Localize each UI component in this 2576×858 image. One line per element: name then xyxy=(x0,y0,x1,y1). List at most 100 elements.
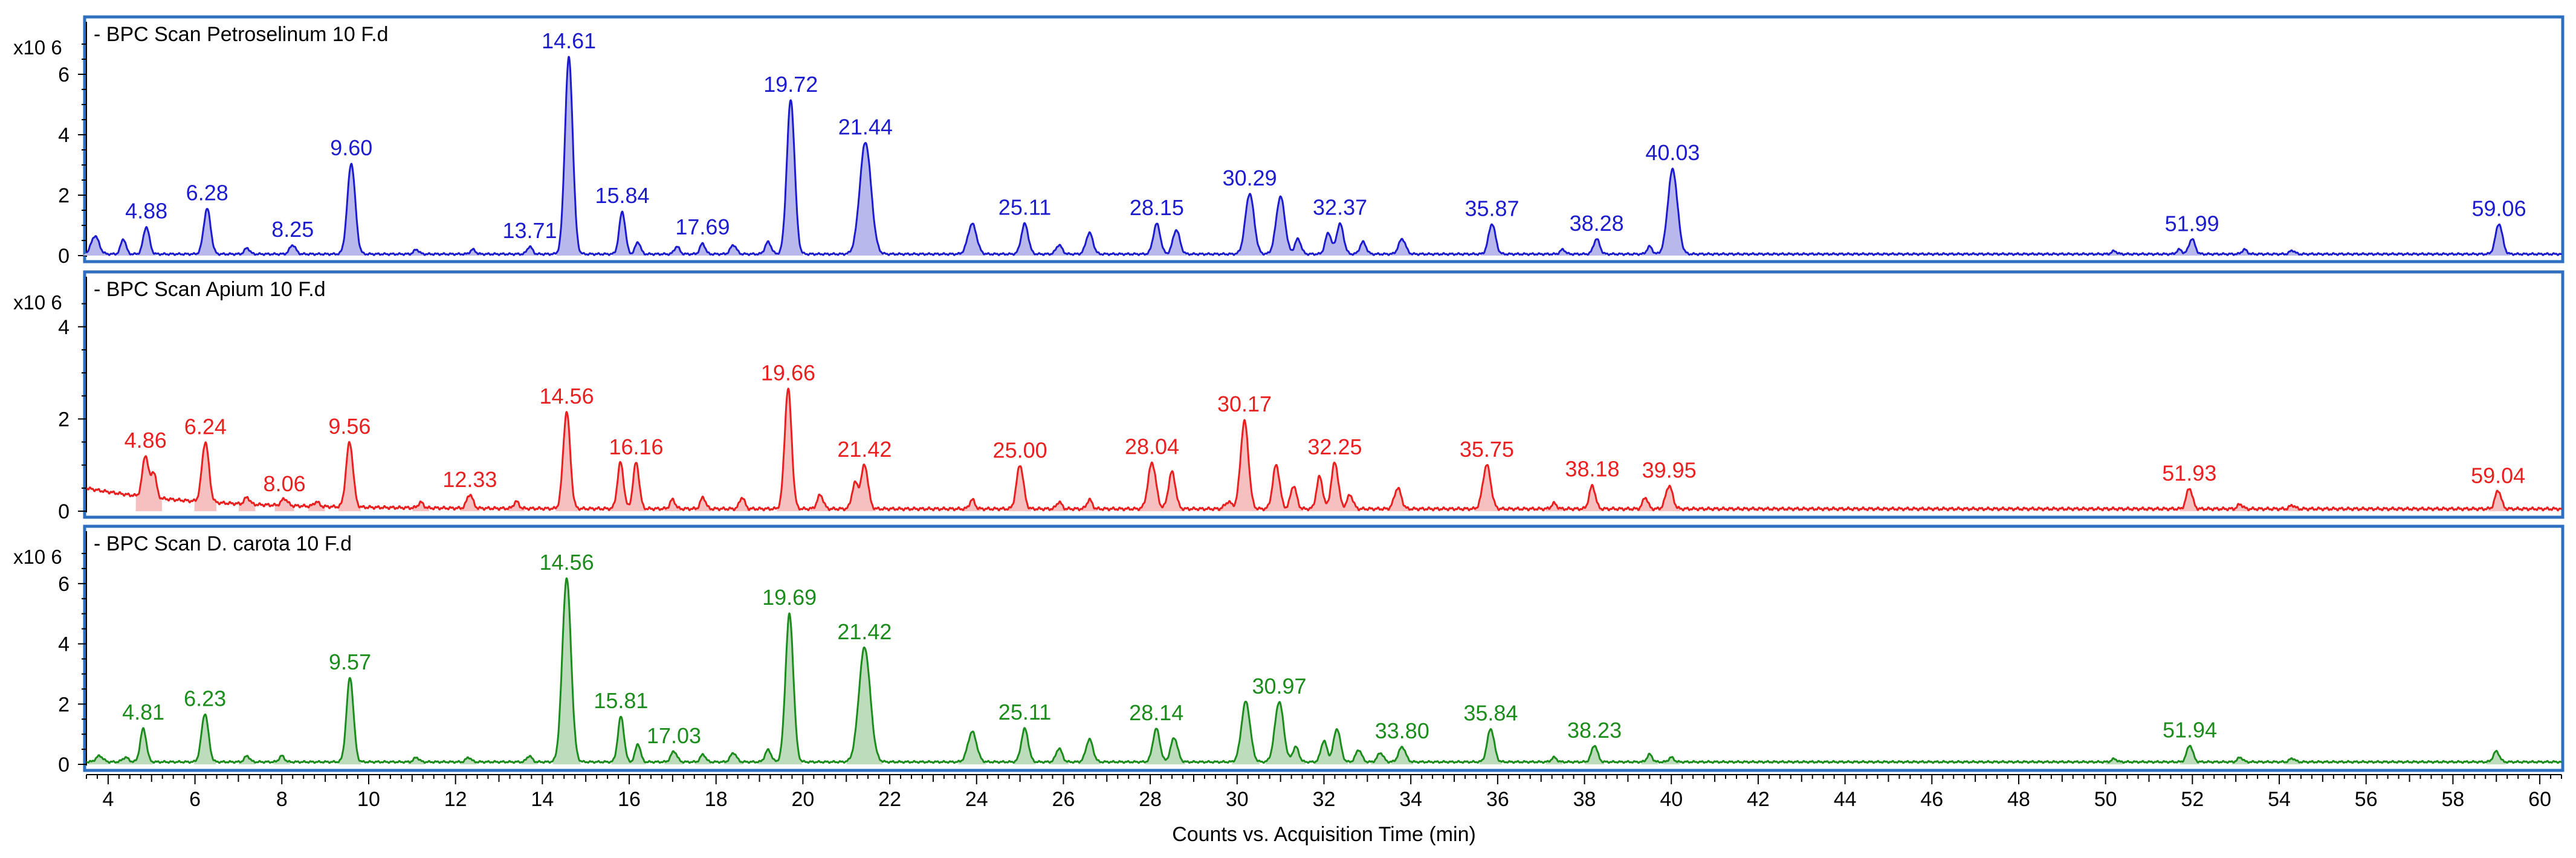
peak-area xyxy=(1288,238,1308,256)
peak-area xyxy=(2231,503,2249,511)
peak-area xyxy=(758,749,778,764)
y-tick-label: 4 xyxy=(58,124,70,147)
peak-label: 17.03 xyxy=(647,723,701,748)
y-tick-label: 2 xyxy=(58,693,70,716)
peak-label: 19.72 xyxy=(763,72,818,97)
y-multiplier-label: x10 6 xyxy=(13,291,62,314)
peak-label: 6.28 xyxy=(186,181,228,205)
x-tick-label: 56 xyxy=(2355,788,2378,811)
peak-label: 30.17 xyxy=(1217,392,1272,416)
peak-area xyxy=(734,497,751,511)
peak-label: 28.14 xyxy=(1129,700,1183,725)
peak-label: 14.56 xyxy=(540,384,594,408)
peak-area xyxy=(1663,756,1680,764)
x-tick-label: 48 xyxy=(2007,788,2030,811)
peak-area xyxy=(308,502,325,511)
peak-label: 59.06 xyxy=(2472,196,2526,221)
panel-2: x10 6 0 2 4 - BPC Scan Apium 10 F.d 4.86 6.24 8… xyxy=(13,270,2565,523)
peak-area xyxy=(273,755,291,764)
peak-area xyxy=(194,442,217,511)
x-tick-label: 34 xyxy=(1399,788,1422,811)
panel-3: x10 6 0 2 4 6 - BPC Scan D. carota 10 F.d 4.81… xyxy=(13,524,2565,776)
peak-label: 25.11 xyxy=(998,195,1051,219)
peak-area xyxy=(1370,753,1390,764)
series-title: - BPC Scan D. carota 10 F.d xyxy=(94,532,352,555)
peak-label: 17.69 xyxy=(675,214,730,239)
peak-label: 14.61 xyxy=(542,28,596,53)
x-tick-label: 28 xyxy=(1139,788,1162,811)
peak-label: 15.84 xyxy=(595,183,649,208)
peak-label: 33.80 xyxy=(1375,718,1429,743)
peak-area xyxy=(1391,746,1414,764)
x-axis: 4 6 8 10 12 14 16 18 20 22 24 26 28 30 32 34 36 38 40 42 44 4… xyxy=(86,774,2562,846)
peak-label: 32.37 xyxy=(1313,195,1367,219)
peak-label: 16.16 xyxy=(609,434,663,459)
peak-area xyxy=(2283,505,2301,511)
x-tick-label: 18 xyxy=(705,788,728,811)
peak-area xyxy=(2231,757,2249,764)
x-tick-label: 8 xyxy=(276,788,288,811)
peak-label: 21.42 xyxy=(837,437,892,462)
peak-label: 51.93 xyxy=(2162,461,2216,486)
peak-area xyxy=(412,501,429,511)
peak-label: 12.33 xyxy=(442,467,497,492)
y-multiplier-label: x10 6 xyxy=(13,36,62,59)
y-tick-label: 6 xyxy=(58,63,70,86)
peak-label: 32.25 xyxy=(1307,434,1362,459)
peak-label: 30.97 xyxy=(1252,674,1306,698)
peak-area xyxy=(2283,758,2301,764)
y-tick-label: 0 xyxy=(58,500,70,523)
peak-area xyxy=(508,501,525,511)
peak-label: 14.56 xyxy=(540,550,594,575)
x-tick-label: 52 xyxy=(2181,788,2204,811)
peak-label: 38.18 xyxy=(1565,456,1619,481)
peak-label: 25.00 xyxy=(993,438,1047,463)
y-tick-label: 6 xyxy=(58,573,70,596)
signal-trace xyxy=(85,56,2562,256)
peak-label: 40.03 xyxy=(1645,140,1700,165)
series-title: - BPC Scan Apium 10 F.d xyxy=(94,278,326,301)
signal-trace xyxy=(86,577,2562,764)
x-tick-label: 6 xyxy=(189,788,201,811)
peak-label: 9.60 xyxy=(330,135,372,160)
chromatogram-panels: x10 6 0 2 4 6 - BPC Scan Petroselinum 10 F.d 4… xyxy=(13,15,2565,776)
x-tick-label: 58 xyxy=(2441,788,2464,811)
x-tick-label: 4 xyxy=(102,788,114,811)
peak-label: 9.56 xyxy=(328,414,371,439)
peak-label: 15.81 xyxy=(594,688,648,713)
peak-label: 59.04 xyxy=(2471,463,2525,488)
signal-trace xyxy=(86,387,2563,512)
peak-label: 30.29 xyxy=(1223,166,1277,190)
x-tick-label: 26 xyxy=(1052,788,1075,811)
x-tick-label: 16 xyxy=(618,788,641,811)
peak-label: 19.69 xyxy=(762,585,817,610)
x-tick-label: 46 xyxy=(1920,788,1943,811)
x-tick-label: 32 xyxy=(1313,788,1336,811)
peak-area xyxy=(460,757,477,764)
peak-label: 51.99 xyxy=(2165,211,2219,236)
x-tick-label: 50 xyxy=(2094,788,2117,811)
peak-label: 38.28 xyxy=(1570,211,1624,236)
x-tick-label: 54 xyxy=(2268,788,2291,811)
peak-area xyxy=(2180,746,2200,764)
panel-1: x10 6 0 2 4 6 - BPC Scan Petroselinum 10 F.d 4… xyxy=(13,15,2565,268)
peak-label: 8.25 xyxy=(271,217,314,242)
x-tick-label: 24 xyxy=(965,788,988,811)
peak-label: 51.94 xyxy=(2163,717,2217,742)
panel-frame xyxy=(83,15,2565,263)
y-tick-label: 0 xyxy=(58,245,70,268)
peak-label: 4.86 xyxy=(125,428,167,453)
peak-area xyxy=(521,755,538,764)
x-tick-label: 14 xyxy=(531,788,554,811)
peak-area xyxy=(2106,758,2123,764)
peak-area xyxy=(239,755,256,764)
y-tick-label: 0 xyxy=(58,753,70,776)
x-tick-label: 38 xyxy=(1573,788,1596,811)
x-ticks: 4 6 8 10 12 14 16 18 20 22 24 26 28 30 32 34 36 38 40 42 44 4… xyxy=(86,775,2562,811)
x-tick-label: 60 xyxy=(2528,788,2551,811)
peak-label: 38.23 xyxy=(1567,718,1622,743)
x-tick-label: 44 xyxy=(1834,788,1857,811)
peak-label: 6.24 xyxy=(184,414,227,439)
peak-area xyxy=(115,756,135,764)
peak-label: 28.04 xyxy=(1125,434,1179,459)
